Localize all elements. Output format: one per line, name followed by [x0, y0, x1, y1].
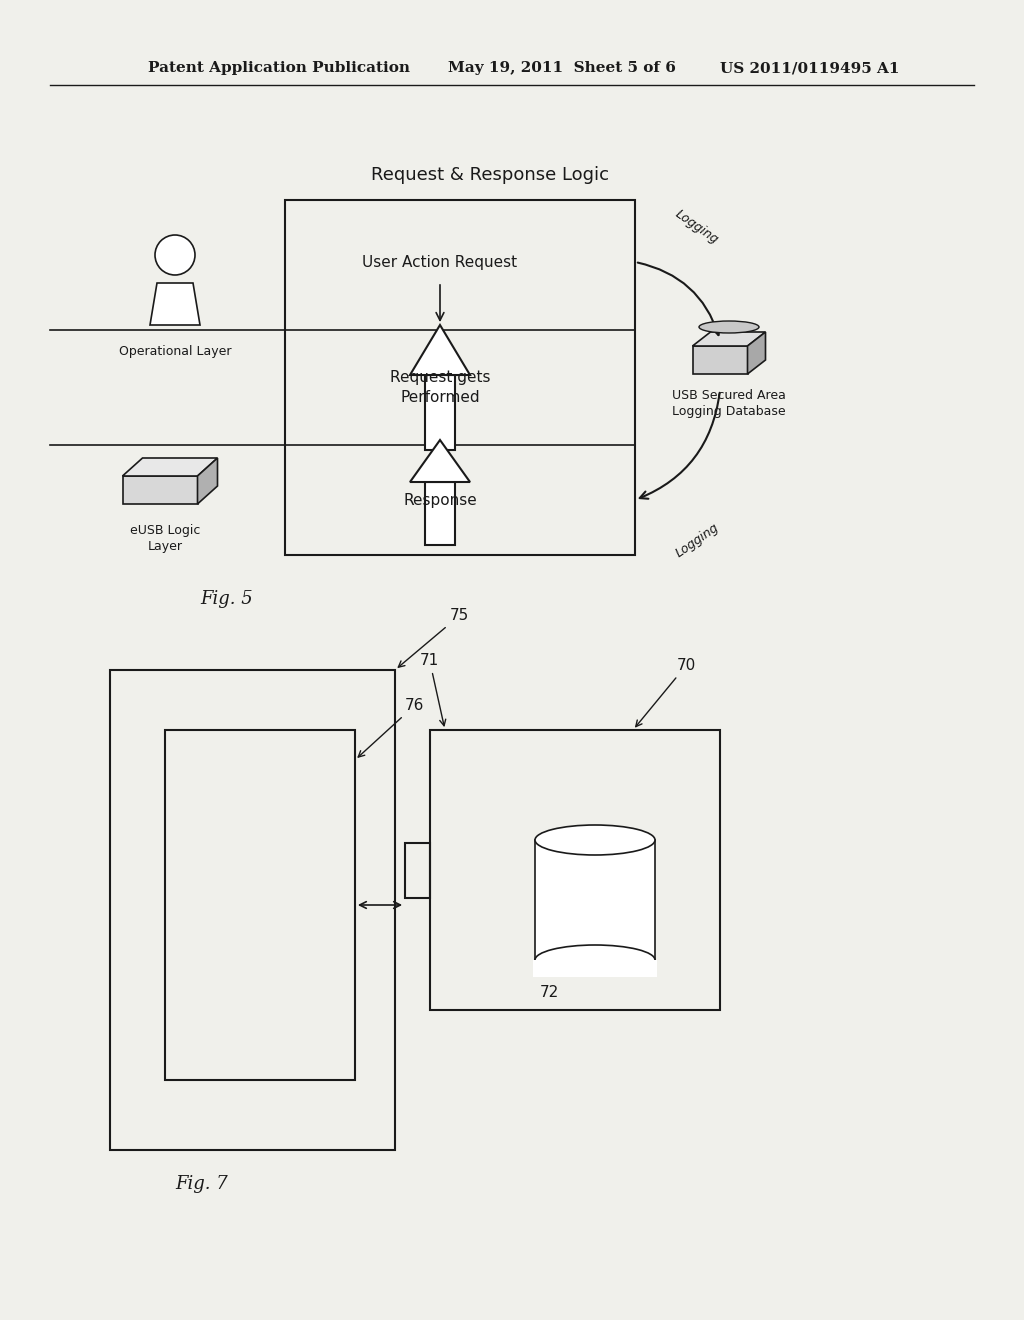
Polygon shape [692, 333, 766, 346]
Text: 75: 75 [398, 609, 469, 667]
Text: Logging: Logging [673, 520, 721, 560]
Polygon shape [410, 325, 470, 375]
Text: eUSB Logic
Layer: eUSB Logic Layer [130, 524, 200, 553]
Polygon shape [748, 333, 766, 374]
Ellipse shape [535, 945, 655, 975]
Text: Fig. 7: Fig. 7 [175, 1175, 227, 1193]
Text: Operational Layer: Operational Layer [119, 345, 231, 358]
Text: Fig. 5: Fig. 5 [200, 590, 253, 609]
Bar [425, 482, 455, 545]
Polygon shape [198, 458, 217, 504]
Text: User Action Request: User Action Request [362, 255, 517, 269]
Polygon shape [692, 346, 748, 374]
Circle shape [155, 235, 195, 275]
Text: 76: 76 [358, 698, 424, 758]
Text: USB Secured Area
Logging Database: USB Secured Area Logging Database [672, 389, 786, 418]
Bar [165, 730, 355, 1080]
Bar [285, 201, 635, 554]
Text: Request & Response Logic: Request & Response Logic [371, 166, 609, 183]
Bar [535, 840, 655, 960]
Text: 72: 72 [540, 985, 559, 1001]
Polygon shape [123, 477, 198, 504]
Bar [425, 375, 455, 450]
Polygon shape [150, 282, 200, 325]
Text: Request gets
Performed: Request gets Performed [390, 370, 490, 405]
Polygon shape [123, 458, 217, 477]
Bar [110, 671, 395, 1150]
Text: US 2011/0119495 A1: US 2011/0119495 A1 [720, 61, 899, 75]
Bar [430, 730, 720, 1010]
Polygon shape [410, 440, 470, 482]
Bar [406, 842, 430, 898]
Text: 71: 71 [420, 653, 445, 726]
Ellipse shape [699, 321, 759, 333]
Text: May 19, 2011  Sheet 5 of 6: May 19, 2011 Sheet 5 of 6 [449, 61, 676, 75]
Text: Response: Response [403, 492, 477, 507]
Text: Patent Application Publication: Patent Application Publication [148, 61, 410, 75]
Text: Logging: Logging [673, 207, 721, 247]
Ellipse shape [535, 825, 655, 855]
Text: 70: 70 [636, 657, 695, 726]
Bar [534, 960, 657, 977]
